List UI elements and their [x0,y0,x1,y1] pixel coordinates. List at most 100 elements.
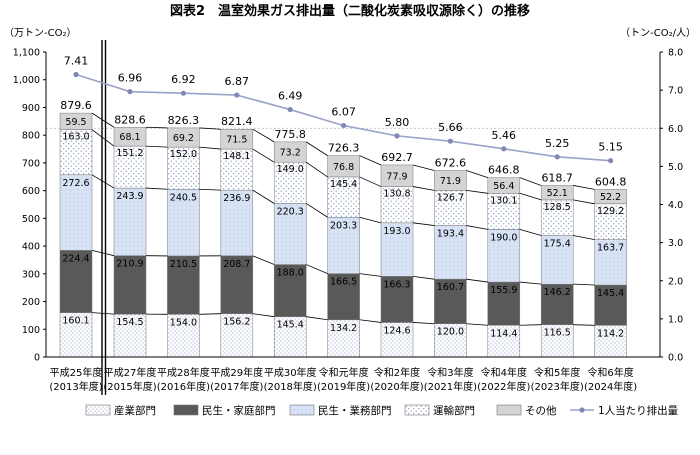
segment-label: 240.5 [170,192,197,203]
legend-swatch [404,404,430,416]
x-tick-label: (2013年度) [49,380,102,393]
connector-line [305,203,328,218]
left-tick-label: 600 [22,186,40,197]
right-tick-label: 7.0 [668,86,683,97]
legend-line-marker [579,407,585,413]
per-capita-point [234,92,240,98]
per-capita-point [394,133,400,139]
left-tick-label: 400 [22,242,40,253]
segment-label: 73.2 [280,148,301,159]
x-tick-label: (2015年度) [103,380,156,393]
x-tick-label: 平成28年度 [157,366,210,379]
bar-segment [220,148,254,191]
per-capita-label: 6.96 [118,72,143,85]
bar-segment [487,325,521,358]
segment-label: 130.8 [383,189,410,200]
segment-label: 71.9 [440,176,461,187]
bar-segment [380,222,414,277]
x-tick-label: 令和4年度 [481,366,527,379]
bar-segment [594,325,627,358]
right-tick-label: 3.0 [668,238,683,249]
x-tick-label: (2016年度) [157,380,210,393]
segment-label: 175.4 [544,239,571,250]
bar-segment [540,235,574,285]
bar-segment [380,276,414,323]
connector-line [359,273,382,277]
total-label: 618.7 [541,171,573,184]
connector-line [519,281,542,285]
x-tick-label: (2018年度) [264,380,317,393]
connector-line [573,283,595,286]
segment-label: 130.1 [490,195,517,206]
x-tick-label: (2022年度) [477,380,530,393]
x-tick-label: (2019年度) [317,380,370,393]
right-tick-label: 1.0 [668,314,683,325]
segment-label: 203.3 [330,220,357,231]
left-tick-label: 1,000 [13,75,40,86]
bar-segment [594,189,627,205]
bar-segment [220,189,254,257]
right-tick-label: 6.0 [668,124,683,135]
segment-label: 160.1 [62,316,89,327]
total-label: 726.3 [328,142,360,155]
total-label: 604.8 [595,175,627,188]
right-tick-label: 0.0 [668,353,683,364]
bar-segment [59,250,93,313]
per-capita-label: 5.66 [438,121,463,134]
per-capita-label: 5.25 [545,137,570,150]
bar-segment [540,185,574,201]
connector-line [306,316,328,321]
left-tick-label: 200 [22,297,40,308]
bar-segment [327,273,360,321]
bar-segment [59,112,93,130]
legend-swatch [85,404,111,416]
connector-line [412,275,435,280]
connector-line [199,313,221,315]
legend-swatch [496,404,522,416]
bar-segment [380,186,414,224]
total-label: 692.7 [381,151,413,164]
total-label: 672.6 [435,157,467,170]
right-axis-label: （トン-CO₂/人） [620,27,696,39]
segment-label: 193.4 [437,229,464,240]
x-tick-label: (2020年度) [370,380,423,393]
segment-label: 114.2 [597,328,624,339]
bar-segment [327,176,360,218]
x-tick-label: 令和2年度 [374,366,420,379]
segment-label: 156.2 [223,317,250,328]
segment-label: 154.0 [170,317,197,328]
segment-label: 129.2 [597,206,624,217]
connector-line [91,129,115,147]
per-capita-point [180,90,186,96]
segment-label: 224.4 [62,253,89,264]
bar-segment [487,229,521,283]
bar-segment [327,217,360,274]
total-label: 775.8 [274,128,306,141]
segment-label: 52.1 [547,188,568,199]
bar-segment [487,177,521,194]
connector-line [519,177,542,186]
segment-label: 220.3 [277,206,304,217]
connector-line [145,145,168,148]
bar-segment [434,190,467,226]
connector-line [573,185,595,190]
connector-line [252,255,275,265]
segment-label: 145.4 [597,288,624,299]
x-tick-label: (2021年度) [424,380,477,393]
connector-line [305,141,328,156]
connector-line [359,176,382,187]
segment-label: 160.7 [437,282,464,293]
segment-label: 163.7 [597,243,624,254]
right-tick-label: 2.0 [668,276,683,287]
bar-segment [327,155,360,178]
segment-label: 76.8 [333,162,354,173]
connector-line [199,188,221,191]
connector-line [466,170,488,179]
connector-line [359,216,382,224]
x-tick-label: (2017年度) [210,380,263,393]
connector-line [412,186,435,191]
per-capita-point [554,154,560,160]
per-capita-point [501,146,507,152]
per-capita-label: 7.41 [64,54,89,67]
bar-segment [273,141,307,163]
